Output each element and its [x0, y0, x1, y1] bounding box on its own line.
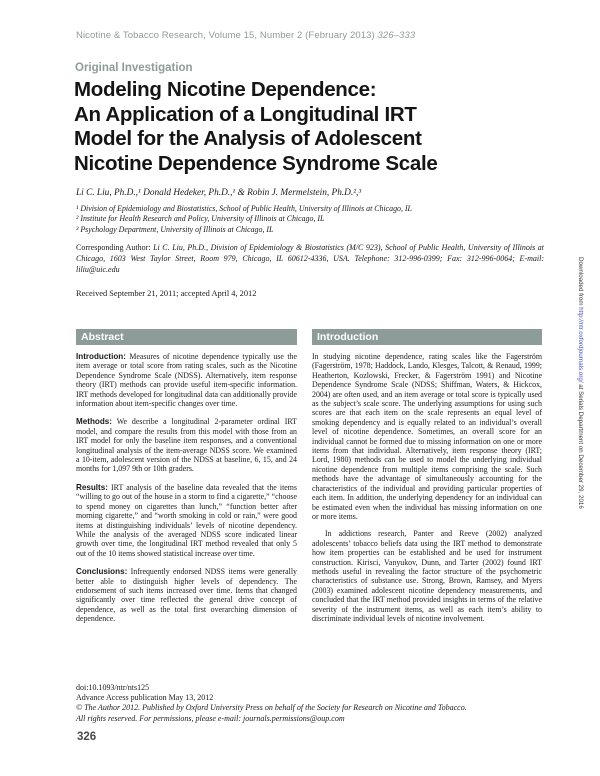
abstract-conclusions-text: Infrequently endorsed NDSS items were ge…: [76, 567, 297, 624]
abstract-methods: Methods: We describe a longitudinal 2-pa…: [76, 417, 297, 473]
page-number: 326: [77, 731, 97, 743]
introduction-paragraph-2: In addictions research, Panter and Reeve…: [312, 529, 542, 623]
corresponding-author-block: Corresponding Author: Li C. Liu, Ph.D., …: [76, 243, 544, 275]
title-line-4: Nicotine Dependence Syndrome Scale: [74, 151, 438, 175]
affiliation-2: ² Institute for Health Research and Poli…: [76, 214, 325, 224]
affiliation-3: ³ Psychology Department, University of I…: [76, 224, 274, 234]
title-line-2: An Application of a Longitudinal IRT: [74, 102, 417, 126]
abstract-conclusions: Conclusions: Infrequently endorsed NDSS …: [76, 567, 297, 623]
abstract-column: Abstract Introduction: Measures of nicot…: [76, 329, 297, 633]
copyright-line: © The Author 2012. Published by Oxford U…: [76, 703, 467, 713]
title-line-3: Model for the Analysis of Adolescent: [74, 127, 422, 150]
watermark-prefix: Downloaded from: [577, 257, 584, 308]
abstract-heading: Abstract: [76, 329, 297, 345]
article-title: Modeling Nicotine Dependence: An Applica…: [74, 78, 438, 176]
two-column-body: Abstract Introduction: Measures of nicot…: [76, 329, 542, 633]
watermark-url-link[interactable]: http://ntr.oxfordjournals.org/: [577, 307, 584, 383]
abstract-conclusions-label: Conclusions:: [76, 567, 128, 577]
abstract-results-text: IRT analysis of the baseline data reveal…: [76, 482, 297, 558]
corresponding-author-text: Li C. Liu, Ph.D., Division of Epidemiolo…: [76, 243, 544, 274]
corresponding-author-label: Corresponding Author:: [76, 243, 151, 252]
introduction-heading: Introduction: [312, 329, 542, 345]
abstract-results-label: Results:: [76, 482, 108, 492]
article-category: Original Investigation: [75, 62, 193, 74]
journal-header: Nicotine & Tobacco Research, Volume 15, …: [76, 30, 415, 41]
abstract-results: Results: IRT analysis of the baseline da…: [76, 483, 297, 558]
abstract-introduction-label: Introduction:: [76, 352, 126, 361]
download-watermark: Downloaded from http://ntr.oxfordjournal…: [577, 257, 584, 509]
abstract-introduction: Introduction: Measures of nicotine depen…: [76, 352, 297, 408]
affiliations-block: ¹ Division of Epidemiology and Biostatis…: [76, 204, 412, 235]
abstract-introduction-text: Measures of nicotine dependence typicall…: [76, 352, 297, 409]
doi-line: doi:10.1093/ntr/nts125: [76, 683, 150, 692]
journal-page-range: 326–333: [377, 30, 416, 41]
introduction-column: Introduction In studying nicotine depend…: [312, 329, 542, 633]
article-footnote: doi:10.1093/ntr/nts125 Advance Access pu…: [76, 683, 546, 724]
journal-title-volume: Nicotine & Tobacco Research, Volume 15, …: [76, 30, 378, 41]
introduction-paragraph-1: In studying nicotine dependence, rating …: [312, 352, 542, 521]
affiliation-1: ¹ Division of Epidemiology and Biostatis…: [76, 204, 412, 213]
authors-line: Li C. Liu, Ph.D.,¹ Donald Hedeker, Ph.D.…: [76, 188, 362, 198]
rights-line: All rights reserved. For permissions, pl…: [76, 713, 345, 723]
watermark-suffix: at Serials Department on December 29, 20…: [577, 382, 584, 509]
received-accepted-dates: Received September 21, 2011; accepted Ap…: [76, 289, 257, 298]
abstract-methods-label: Methods:: [76, 417, 112, 427]
title-line-1: Modeling Nicotine Dependence:: [74, 78, 377, 101]
advance-access-line: Advance Access publication May 13, 2012: [76, 693, 214, 703]
abstract-methods-text: We describe a longitudinal 2-parameter o…: [76, 417, 297, 474]
